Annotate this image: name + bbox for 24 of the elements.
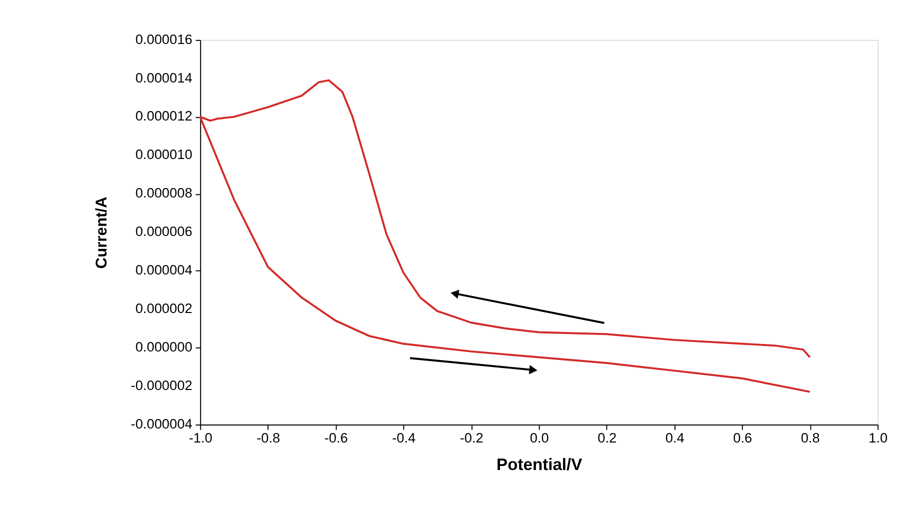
y-tick-label: 0.000000 [135, 340, 193, 355]
x-tick-label: -0.8 [256, 430, 280, 446]
y-tick-label: 0.000006 [135, 224, 192, 240]
y-tick-label: 0.000002 [135, 301, 192, 316]
x-tick-label: -0.2 [460, 430, 484, 446]
x-tick-label: 0.0 [530, 430, 550, 446]
y-tick-label: -0.000002 [130, 378, 192, 393]
y-tick-label: -0.000004 [130, 416, 193, 432]
x-tick-label: 0.4 [665, 430, 685, 446]
y-tick-label: 0.000016 [135, 32, 192, 47]
x-tick-label: 0.8 [800, 430, 820, 446]
y-tick-label: 0.000010 [135, 147, 193, 162]
x-tick-label: 1.0 [868, 430, 888, 446]
x-tick-label: 0.2 [598, 430, 617, 446]
x-tick-label: 0.6 [733, 430, 752, 446]
y-tick-label: 0.000012 [135, 108, 192, 124]
x-tick-label: -0.6 [324, 430, 348, 446]
x-tick-label: -1.0 [188, 430, 213, 446]
x-tick-label: -0.4 [392, 430, 416, 446]
y-axis-title: Current/A [93, 196, 110, 269]
y-tick-label: 0.000004 [135, 262, 193, 278]
y-tick-label: 0.000014 [135, 70, 193, 86]
x-axis-title: Potential/V [496, 454, 582, 474]
y-tick-label: 0.000008 [135, 186, 192, 201]
